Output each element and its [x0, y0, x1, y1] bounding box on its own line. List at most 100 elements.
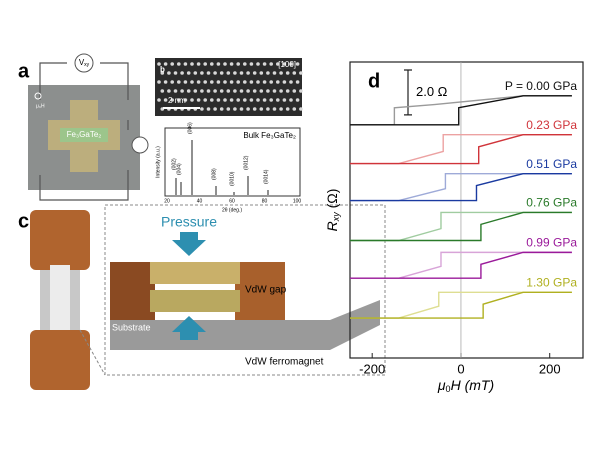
peak-label: (004)	[176, 163, 182, 175]
stem-image	[155, 58, 302, 116]
atom	[236, 80, 240, 84]
peak-label: (002)	[171, 158, 177, 170]
arrow-down	[172, 232, 206, 256]
pressure-label: Pressure	[161, 214, 217, 230]
atom	[256, 62, 260, 66]
atom	[163, 80, 168, 84]
atom	[299, 89, 303, 93]
atom	[259, 89, 264, 93]
x-tick-label: -200	[359, 361, 385, 376]
x-tick-label: 0	[457, 361, 464, 376]
atom	[252, 71, 257, 75]
atom	[170, 62, 174, 66]
gap-label: VdW gap	[245, 285, 287, 296]
panel-letter: d	[368, 70, 380, 92]
peak-label: (0012)	[243, 155, 249, 170]
atom	[157, 98, 161, 102]
atom	[216, 62, 221, 66]
peak-label: (008)	[211, 168, 217, 180]
atom	[269, 62, 274, 66]
xrd-tick-label: 60	[229, 198, 235, 204]
xrd-tick-label: 100	[293, 198, 302, 204]
atom	[272, 71, 277, 75]
atom	[173, 89, 178, 93]
atom	[216, 98, 221, 102]
direction-label: [100]	[278, 60, 296, 69]
panel-letter: a	[18, 60, 30, 82]
atom	[282, 80, 287, 84]
atom	[206, 71, 211, 75]
atom	[249, 62, 254, 66]
series-label: 1.30 GPa	[526, 275, 577, 289]
atom	[177, 62, 181, 66]
atom	[279, 89, 283, 93]
sweep-branch	[350, 291, 572, 319]
sweep-branch	[350, 211, 572, 242]
atom	[219, 71, 224, 75]
xrd-tick-label: 80	[262, 198, 268, 204]
atom	[299, 71, 303, 75]
scale-label: 2 nm	[168, 96, 186, 105]
atom	[256, 98, 260, 102]
atom	[246, 89, 250, 93]
atom	[160, 89, 165, 93]
current-source	[131, 136, 149, 154]
xrd-tick-label: 20	[164, 198, 170, 204]
atom	[246, 71, 250, 75]
atom	[183, 80, 188, 84]
sample-label: Fe₃GaTe₂	[67, 130, 102, 139]
xrd-title: Bulk Fe₃GaTe₂	[243, 131, 296, 140]
electrode-right	[235, 262, 285, 320]
atom	[249, 80, 254, 84]
atom	[210, 62, 214, 66]
cell-bottom	[30, 330, 90, 390]
atom	[295, 98, 300, 102]
zoom-box	[104, 204, 386, 376]
series-label: 0.23 GPa	[526, 118, 577, 132]
atom	[203, 80, 207, 84]
atom	[190, 80, 194, 84]
peak-label: (0010)	[229, 171, 235, 186]
xrd-ylabel: Intensity (a.u.)	[155, 146, 161, 178]
sample-core	[60, 128, 108, 142]
atom	[193, 89, 198, 93]
atom	[295, 62, 300, 66]
atom	[272, 107, 277, 111]
series-label: 0.76 GPa	[526, 196, 577, 210]
cell-piston	[50, 265, 70, 335]
atom	[289, 62, 293, 66]
atom	[210, 98, 214, 102]
atom	[200, 71, 204, 75]
atom	[289, 98, 293, 102]
panel-a: a Vxy μ₀H Fe₃GaTe₂	[18, 53, 149, 201]
atom	[292, 107, 297, 111]
atom	[276, 80, 280, 84]
panel-letter: c	[18, 210, 29, 232]
atom	[285, 71, 290, 75]
atom	[236, 62, 240, 66]
atom	[216, 80, 221, 84]
atom	[167, 89, 171, 93]
x-axis-label: μ0H (mT)	[437, 377, 494, 395]
atom	[252, 107, 257, 111]
atom	[276, 62, 280, 66]
atom	[180, 89, 184, 93]
series-label: 0.51 GPa	[526, 157, 577, 171]
atom	[262, 80, 267, 84]
atom	[233, 107, 237, 111]
atom	[210, 80, 214, 84]
voltmeter	[74, 53, 94, 73]
atom	[167, 71, 171, 75]
atom	[299, 107, 303, 111]
atom	[266, 71, 270, 75]
atom	[183, 62, 188, 66]
layer-bottom	[150, 290, 240, 312]
atom	[259, 71, 264, 75]
sweep-branch	[350, 133, 572, 165]
atom	[236, 98, 240, 102]
atom	[279, 71, 283, 75]
atom	[219, 89, 224, 93]
atom-lattice	[157, 62, 303, 111]
atom	[239, 107, 244, 111]
voltmeter-label: Vxy	[79, 58, 90, 68]
